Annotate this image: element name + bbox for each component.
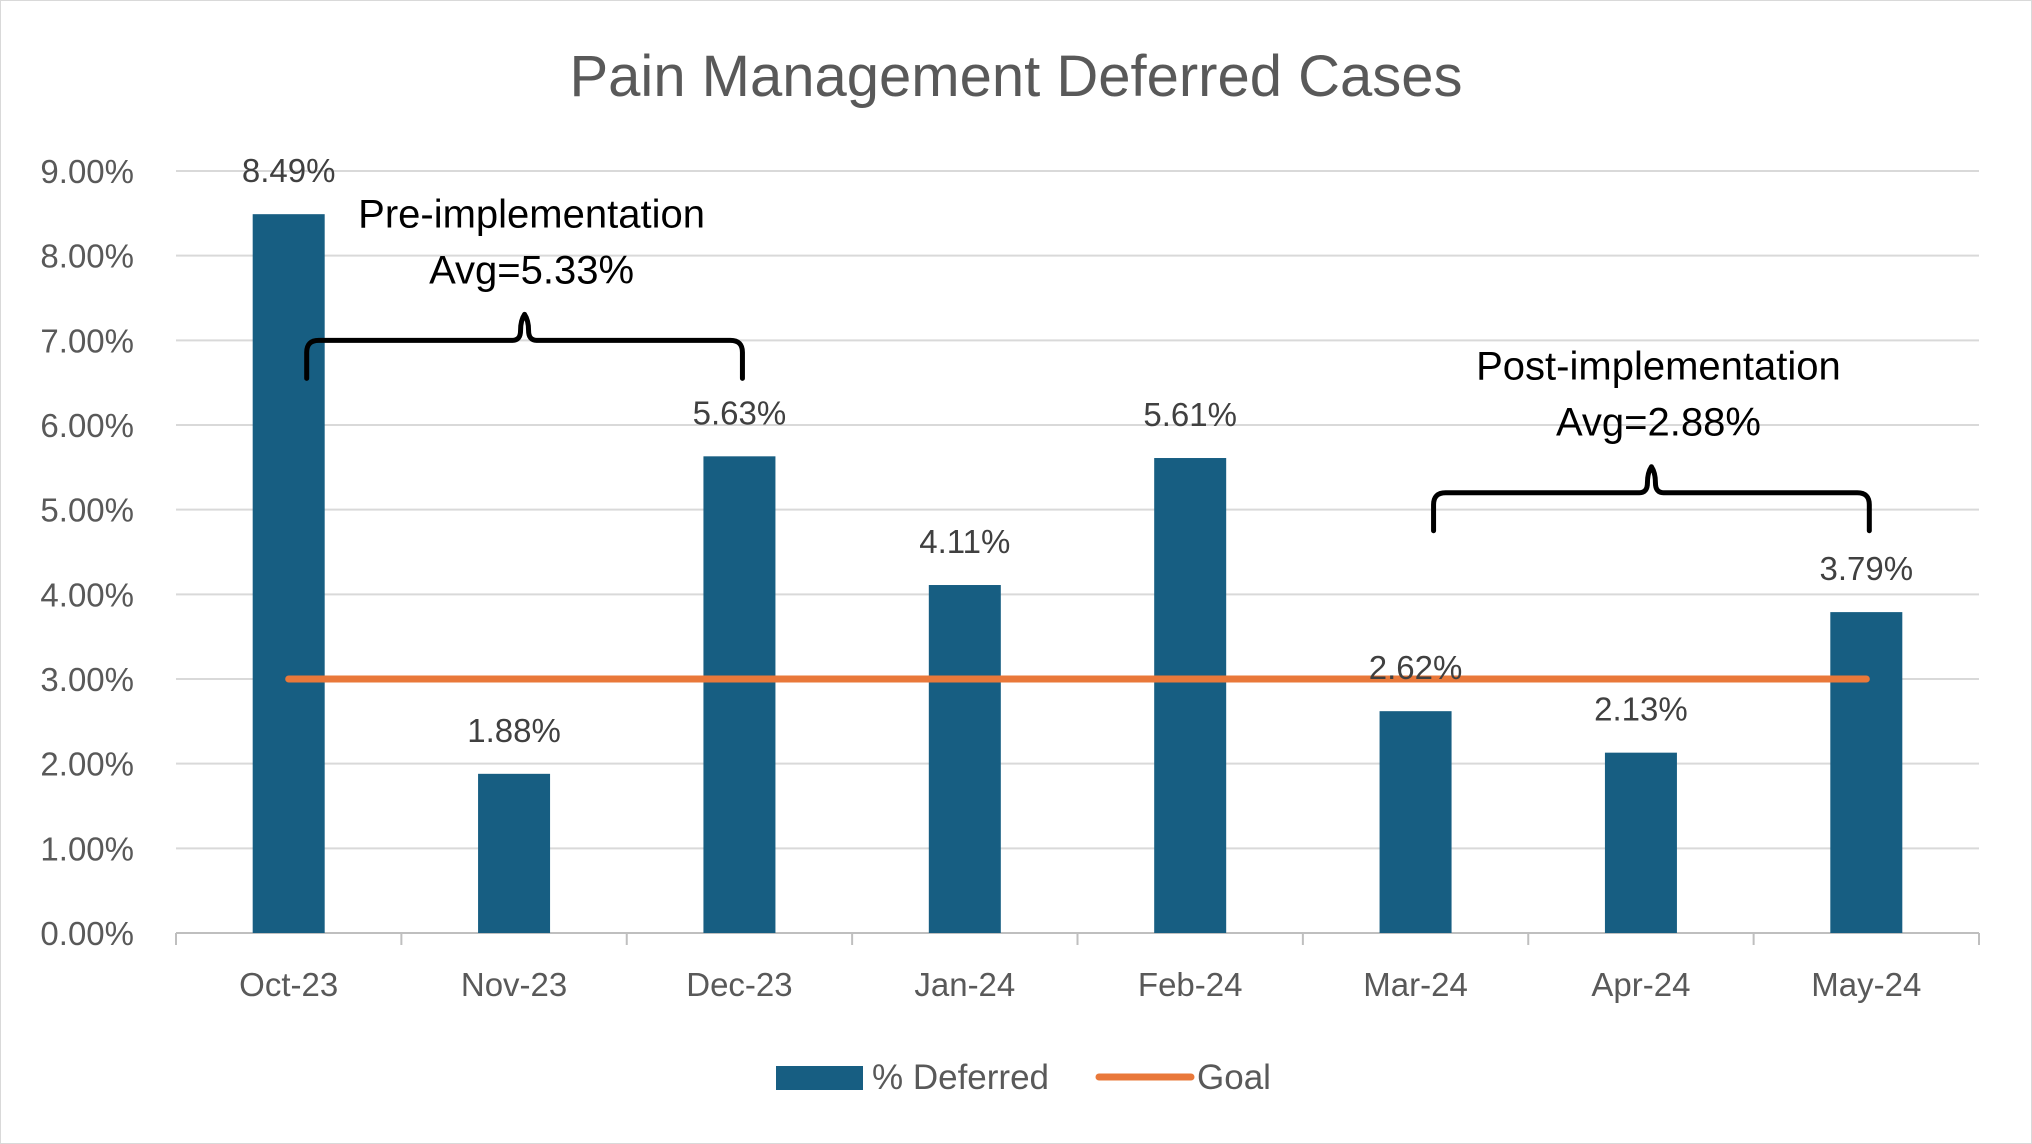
x-tick-label: Oct-23: [239, 966, 338, 1003]
bar-dec-23: [703, 456, 776, 933]
annotation-average: Avg=2.88%: [1556, 401, 1761, 445]
x-tick-label: Dec-23: [686, 966, 792, 1003]
bar-feb-24: [1154, 458, 1227, 933]
bar-oct-23: [252, 214, 325, 933]
annotations: Pre-implementation Avg=5.33% Post-implemen…: [304, 192, 1872, 534]
annotation-brace: [1431, 464, 1872, 534]
bar-series: [252, 214, 1903, 933]
bar-may-24: [1830, 612, 1903, 933]
bar-apr-24: [1604, 752, 1677, 933]
data-label: 4.11%: [919, 523, 1010, 560]
annotation-title: Pre-implementation: [358, 192, 705, 236]
legend-label-goal: Goal: [1197, 1058, 1271, 1097]
y-tick-label: 0.00%: [40, 915, 134, 952]
chart-title: Pain Management Deferred Cases: [569, 44, 1462, 109]
bar-mar-24: [1379, 711, 1452, 933]
annotation-title: Post-implementation: [1476, 345, 1841, 389]
y-tick-label: 3.00%: [40, 661, 134, 698]
annotation-brace: [304, 311, 745, 381]
annotation-average: Avg=5.33%: [429, 248, 634, 292]
x-tick-label: Nov-23: [461, 966, 567, 1003]
x-tick-label: Mar-24: [1363, 966, 1468, 1003]
data-label: 5.61%: [1143, 396, 1237, 433]
x-tick-label: Jan-24: [914, 966, 1015, 1003]
x-tick-label: Apr-24: [1591, 966, 1690, 1003]
legend-label-deferred: % Deferred: [872, 1058, 1049, 1097]
bar-jan-24: [928, 585, 1001, 933]
y-tick-label: 1.00%: [40, 830, 134, 867]
y-tick-label: 5.00%: [40, 492, 134, 529]
data-label: 2.13%: [1594, 691, 1688, 728]
y-tick-label: 9.00%: [40, 153, 134, 190]
y-tick-label: 6.00%: [40, 407, 134, 444]
axes: 0.00% 1.00% 2.00% 3.00% 4.00% 5.00% 6.00% 7.00%…: [40, 153, 1980, 1003]
y-tick-label: 2.00%: [40, 746, 134, 783]
x-tick-label: May-24: [1811, 966, 1921, 1003]
data-label: 5.63%: [693, 394, 787, 431]
y-tick-label: 4.00%: [40, 576, 134, 613]
data-label: 8.49%: [242, 152, 336, 189]
y-tick-label: 8.00%: [40, 238, 134, 275]
y-tick-label: 7.00%: [40, 322, 134, 359]
bar-nov-23: [478, 773, 551, 933]
legend-swatch-deferred: [776, 1066, 863, 1090]
legend: % Deferred Goal: [776, 1058, 1271, 1097]
x-tick-label: Feb-24: [1138, 966, 1243, 1003]
data-label: 1.88%: [467, 712, 561, 749]
data-label: 3.79%: [1820, 550, 1914, 587]
data-labels: 8.49% 1.88% 5.63% 4.11% 5.61% 2.62% 2.13% 3.79%: [242, 152, 1913, 749]
data-label: 2.62%: [1369, 649, 1463, 686]
